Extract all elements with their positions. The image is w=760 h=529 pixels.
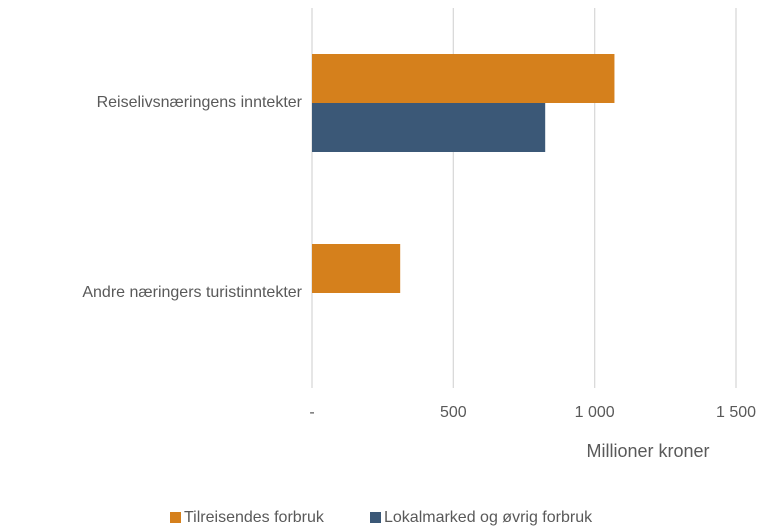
legend-label: Lokalmarked og øvrig forbruk: [384, 509, 593, 526]
y-tick-label: Andre næringers turistinntekter: [82, 284, 302, 301]
x-tick-label: 1 000: [575, 404, 615, 421]
x-tick-label: -: [309, 404, 314, 421]
bar: [312, 244, 401, 293]
x-axis-label: Millioner kroner: [586, 441, 709, 461]
legend-swatch: [170, 512, 181, 523]
bar: [312, 54, 615, 103]
y-tick-label: Reiselivsnæringens inntekter: [97, 94, 303, 111]
legend-label: Tilreisendes forbruk: [184, 509, 325, 526]
bar: [312, 103, 546, 152]
legend-swatch: [370, 512, 381, 523]
x-tick-label: 500: [440, 404, 467, 421]
x-tick-label: 1 500: [716, 404, 756, 421]
